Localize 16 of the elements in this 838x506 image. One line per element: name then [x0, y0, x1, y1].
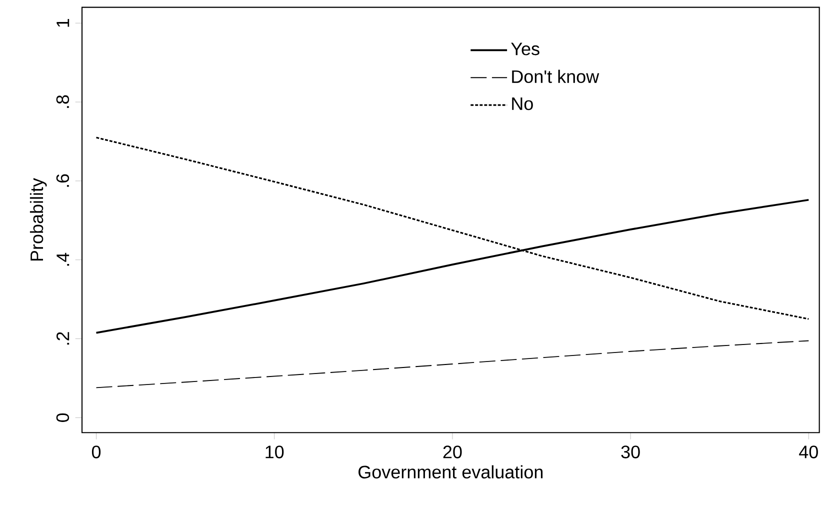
legend-label: Don't know [512, 70, 600, 83]
x-tick-label: 0 [92, 446, 101, 458]
x-tick-label: 10 [266, 446, 284, 458]
y-axis-title: Probability [30, 178, 47, 261]
y-tick-label: .4 [56, 252, 70, 266]
y-tick-label: 1 [56, 18, 70, 27]
legend-label: Yes [511, 42, 540, 56]
y-tick-label: .2 [56, 332, 70, 345]
x-tick-label: 30 [621, 446, 640, 458]
legend-label: No [512, 98, 533, 110]
y-tick-label: .6 [56, 174, 70, 187]
y-tick-label: .8 [56, 95, 70, 108]
y-tick-label: 0 [56, 413, 70, 422]
x-tick-label: 40 [799, 446, 818, 458]
x-axis-title: Government evaluation [358, 465, 543, 478]
x-tick-label: 20 [443, 446, 462, 458]
